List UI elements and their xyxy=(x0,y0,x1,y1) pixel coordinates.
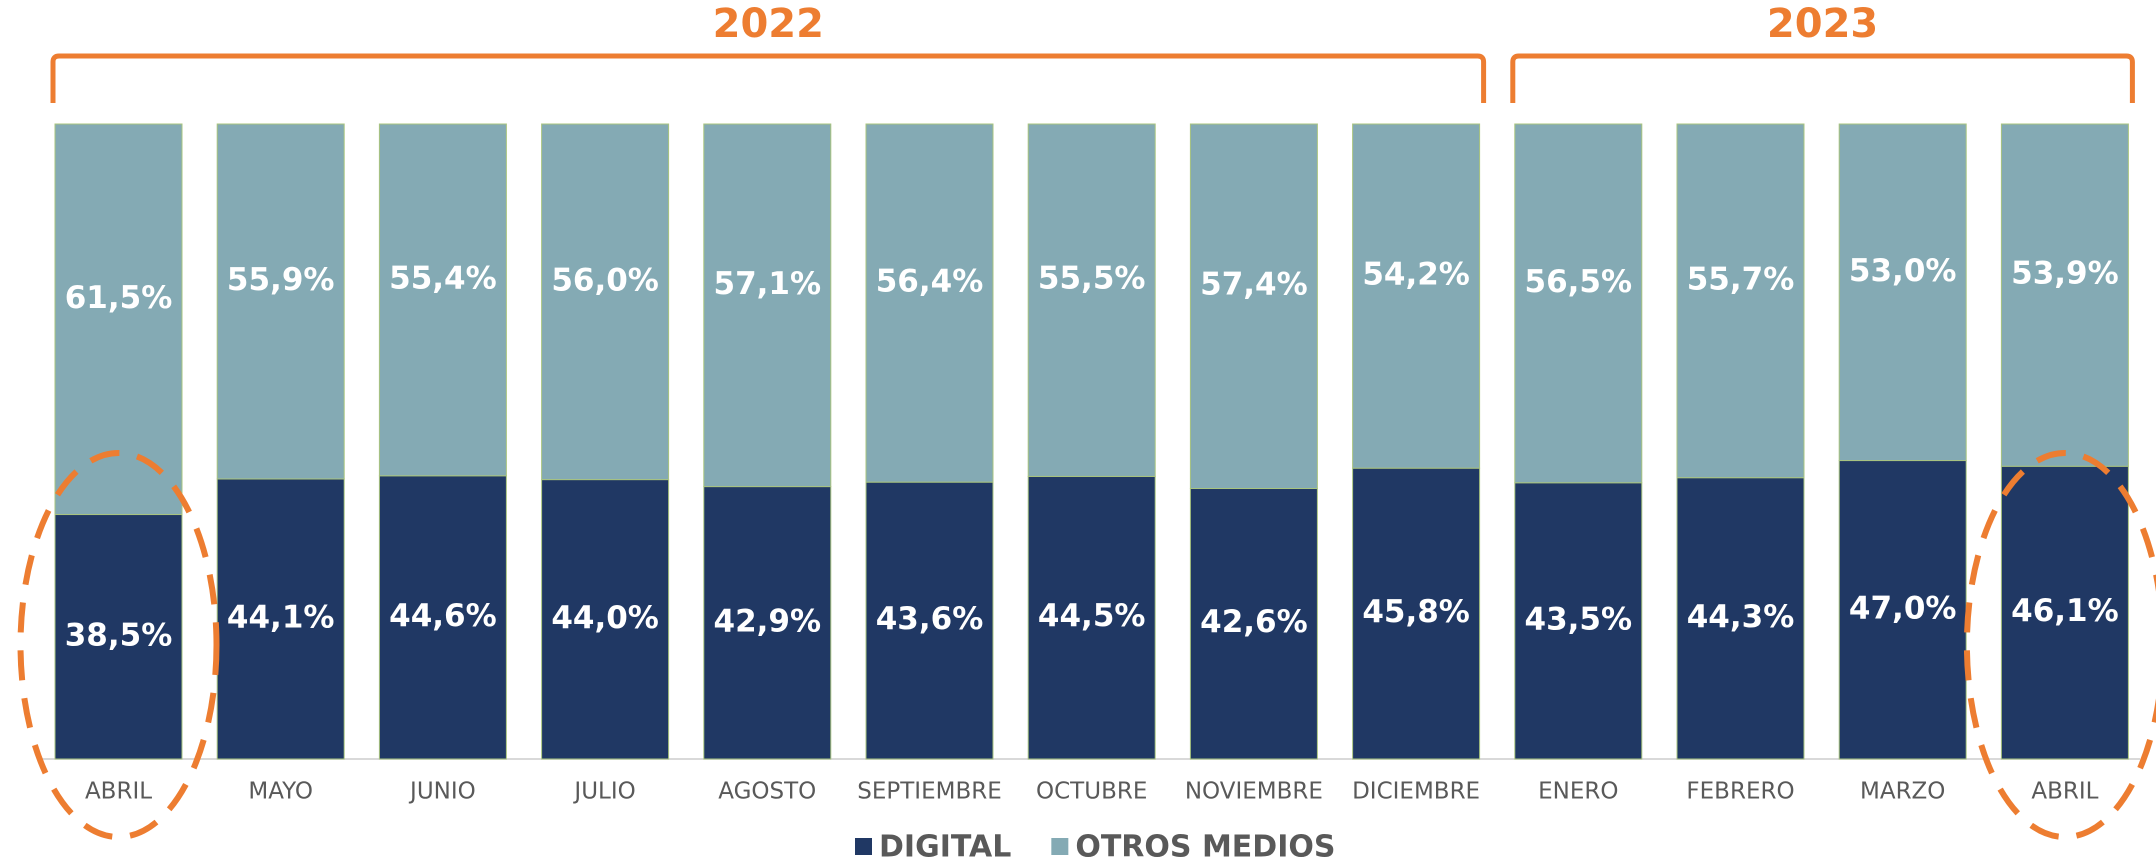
bar-segment xyxy=(378,475,507,760)
bar-segment xyxy=(1352,123,1481,469)
data-label: 57,1% xyxy=(714,266,822,302)
data-label: 42,6% xyxy=(1200,604,1308,640)
bar-segment xyxy=(541,479,670,760)
x-tick-label: JULIO xyxy=(572,779,635,805)
bar-segment xyxy=(1676,477,1805,760)
bar-segment xyxy=(1027,123,1156,477)
x-tick-label: FEBRERO xyxy=(1686,779,1794,805)
bar-segment xyxy=(2000,123,2129,467)
bar-segment xyxy=(703,123,832,488)
data-label: 43,6% xyxy=(876,601,984,637)
bar-segment xyxy=(1514,123,1643,484)
bar-segment xyxy=(541,123,670,481)
year-label: 2022 xyxy=(713,1,824,47)
x-tick-label: DICIEMBRE xyxy=(1352,779,1480,805)
data-label: 53,0% xyxy=(1849,253,1957,289)
year-bracket xyxy=(50,53,1487,103)
bar-segment xyxy=(378,123,507,477)
bar-segment xyxy=(54,123,183,516)
data-label: 45,8% xyxy=(1362,594,1470,630)
legend-label: DIGITAL xyxy=(879,830,1011,863)
data-label: 61,5% xyxy=(65,280,173,316)
highlight-ellipse xyxy=(1963,450,2156,840)
data-label: 44,6% xyxy=(389,598,497,634)
data-label: 57,4% xyxy=(1200,267,1308,303)
data-label: 44,0% xyxy=(551,600,659,636)
data-label: 56,0% xyxy=(551,262,659,298)
bar-segment xyxy=(2000,465,2129,760)
x-tick-label: NOVIEMBRE xyxy=(1185,779,1323,805)
x-tick-label: ABRIL xyxy=(2031,779,2098,805)
bar-segment xyxy=(1189,123,1318,489)
bar-segment xyxy=(865,481,994,760)
bar-segment xyxy=(216,478,345,760)
data-label: 47,0% xyxy=(1849,590,1957,626)
data-label: 44,1% xyxy=(227,599,335,635)
bar-segment xyxy=(1838,123,1967,462)
bar-segment xyxy=(1189,487,1318,760)
bar-segment xyxy=(865,123,994,483)
x-tick-label: SEPTIEMBRE xyxy=(857,779,1002,805)
data-label: 54,2% xyxy=(1362,257,1470,293)
bar-segment xyxy=(1676,123,1805,479)
bar-segment xyxy=(1514,482,1643,760)
x-tick-label: OCTUBRE xyxy=(1036,779,1147,805)
legend-label: OTROS MEDIOS xyxy=(1075,830,1335,863)
data-label: 55,7% xyxy=(1687,261,1795,297)
bar-segment xyxy=(216,123,345,480)
x-tick-label: MAYO xyxy=(248,779,313,805)
data-label: 44,5% xyxy=(1038,598,1146,634)
bar-segment xyxy=(703,486,832,760)
bar-segment xyxy=(54,514,183,760)
x-tick-label: JUNIO xyxy=(408,779,476,805)
data-label: 44,3% xyxy=(1687,599,1795,635)
bar-segment xyxy=(1838,460,1967,760)
legend-swatch xyxy=(1051,838,1069,855)
x-tick-label: AGOSTO xyxy=(718,779,816,805)
data-label: 42,9% xyxy=(714,603,822,639)
data-label: 46,1% xyxy=(2011,593,2119,629)
x-tick-label: ABRIL xyxy=(85,779,152,805)
data-label: 53,9% xyxy=(2011,256,2119,292)
highlight-ellipse xyxy=(17,450,220,840)
data-label: 38,5% xyxy=(65,617,173,653)
data-label: 55,5% xyxy=(1038,261,1146,297)
bar-segment xyxy=(1352,467,1481,760)
data-label: 55,9% xyxy=(227,262,335,298)
legend-swatch xyxy=(855,838,872,855)
data-label: 56,5% xyxy=(1525,264,1633,300)
data-label: 55,4% xyxy=(389,260,497,296)
year-label: 2023 xyxy=(1767,1,1878,47)
data-label: 56,4% xyxy=(876,264,984,300)
bar-segment xyxy=(1027,475,1156,760)
x-tick-label: MARZO xyxy=(1860,779,1945,805)
x-tick-label: ENERO xyxy=(1538,779,1618,805)
year-bracket xyxy=(1510,53,2135,103)
data-label: 43,5% xyxy=(1525,601,1633,637)
